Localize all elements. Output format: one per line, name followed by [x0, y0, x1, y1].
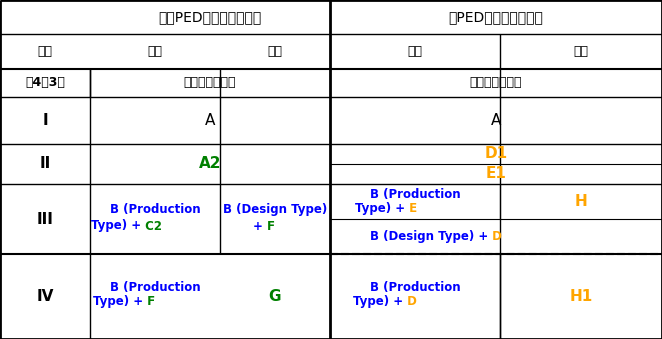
Text: F: F	[143, 295, 155, 308]
Text: II: II	[39, 157, 50, 172]
Text: I: I	[42, 113, 48, 128]
Text: C2: C2	[141, 219, 162, 233]
Text: F: F	[267, 219, 275, 233]
Text: B (Production: B (Production	[369, 188, 460, 201]
Text: Type) +: Type) +	[353, 295, 403, 308]
Text: A: A	[491, 113, 501, 128]
Text: 第4条3款: 第4条3款	[25, 77, 65, 89]
Text: D: D	[403, 295, 417, 308]
Text: B (Design Type): B (Design Type)	[223, 203, 327, 217]
Text: Type) +: Type) +	[91, 219, 141, 233]
Text: 有PED认可的质保体系: 有PED认可的质保体系	[449, 10, 544, 24]
Text: 类别: 类别	[38, 45, 52, 58]
Text: D1: D1	[485, 146, 508, 161]
Text: B (Production: B (Production	[110, 281, 201, 294]
Text: D: D	[488, 230, 502, 243]
Text: 没有PED认可的质保体系: 没有PED认可的质保体系	[158, 10, 261, 24]
Text: 单个: 单个	[267, 45, 283, 58]
Text: A: A	[205, 113, 215, 128]
Text: Type) +: Type) +	[93, 295, 143, 308]
Text: Type) +: Type) +	[355, 202, 405, 215]
Text: III: III	[36, 212, 54, 226]
Text: H1: H1	[569, 289, 592, 304]
Text: 成熟的工程惯例: 成熟的工程惯例	[470, 77, 522, 89]
Text: IV: IV	[36, 289, 54, 304]
Text: B (Production: B (Production	[369, 281, 460, 294]
Text: 单个: 单个	[573, 45, 589, 58]
Text: 系列: 系列	[408, 45, 422, 58]
Text: +: +	[253, 219, 267, 233]
Text: G: G	[269, 289, 281, 304]
Text: E1: E1	[485, 166, 506, 181]
Text: A2: A2	[199, 157, 221, 172]
Text: H: H	[575, 194, 587, 209]
Text: E: E	[405, 202, 417, 215]
Text: B (Design Type) +: B (Design Type) +	[370, 230, 488, 243]
Text: 系列: 系列	[148, 45, 162, 58]
Text: B (Production: B (Production	[110, 203, 201, 217]
Text: 成熟的工程惯例: 成熟的工程惯例	[184, 77, 236, 89]
